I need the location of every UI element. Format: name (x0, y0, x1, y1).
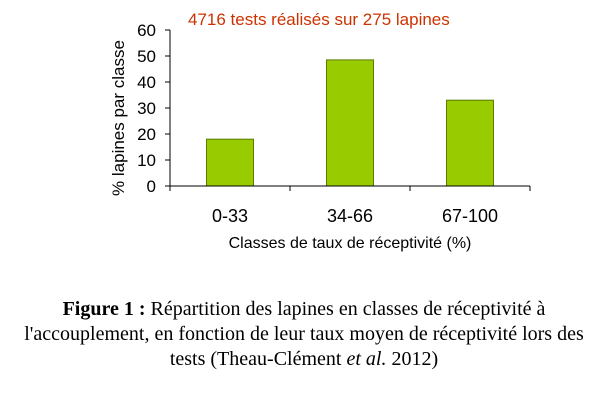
caption-italic: et al. (346, 348, 387, 370)
caption-text-1: Répartition des lapines en classes de ré… (24, 298, 584, 370)
bar-0-33 (206, 138, 254, 187)
y-tick-label: 50 (137, 47, 156, 66)
x-axis-title: Classes de taux de réceptivité (%) (229, 235, 472, 252)
y-tick-label: 20 (137, 125, 156, 144)
x-tick-label: 67-100 (442, 206, 498, 226)
chart-annotation: 4716 tests réalisés sur 275 lapines (188, 10, 450, 29)
x-tick-label: 34-66 (327, 206, 373, 226)
figure-label: Figure 1 : (62, 298, 146, 320)
bar-67-100 (446, 99, 494, 187)
y-tick-label: 60 (137, 21, 156, 40)
y-tick-label: 10 (137, 151, 156, 170)
y-axis-title: % lapines par classe (109, 40, 128, 196)
caption-text-2: 2012) (386, 348, 439, 370)
figure-caption: Figure 1 : Répartition des lapines en cl… (6, 297, 602, 372)
bar-34-66 (326, 59, 374, 187)
bar-chart: 4716 tests réalisés sur 275 lapines % la… (109, 10, 531, 252)
y-tick-label: 0 (147, 177, 156, 196)
y-tick-label: 30 (137, 99, 156, 118)
y-tick-label: 40 (137, 73, 156, 92)
x-tick-label: 0-33 (212, 206, 248, 226)
